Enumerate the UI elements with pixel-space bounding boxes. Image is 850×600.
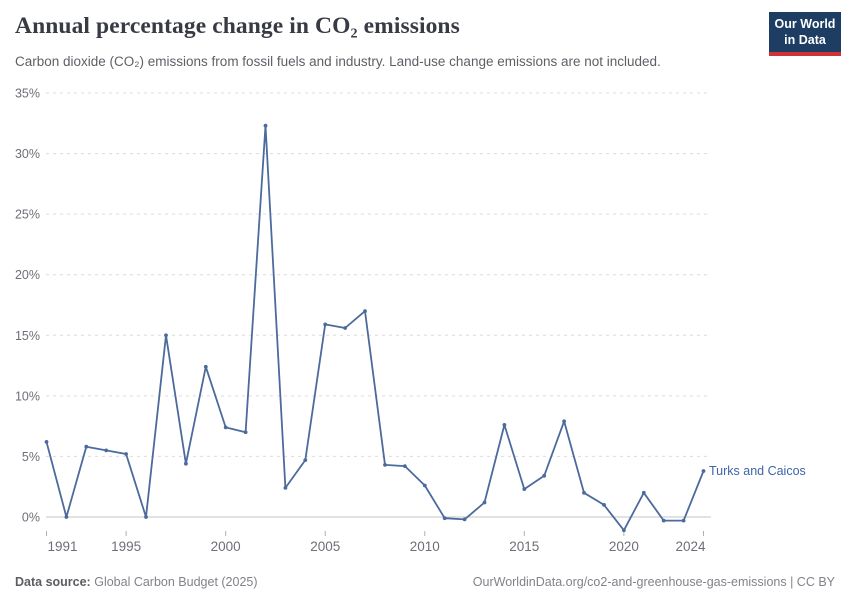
data-point[interactable] — [223, 425, 228, 430]
chart-subtitle: Carbon dioxide (CO₂) emissions from foss… — [15, 54, 661, 69]
data-point[interactable] — [184, 461, 188, 466]
page-title: Annual percentage change in CO₂ emission… — [15, 13, 460, 39]
data-source-label: Data source: — [15, 575, 91, 589]
y-tick-label: 35% — [15, 87, 40, 101]
attribution-link[interactable]: OurWorldinData.org/co2-and-greenhouse-ga… — [472, 575, 835, 589]
data-point[interactable] — [124, 452, 128, 456]
y-tick-label: 30% — [15, 147, 40, 161]
data-point[interactable] — [622, 528, 626, 533]
x-tick-label: 2005 — [310, 539, 340, 554]
data-point[interactable] — [462, 517, 467, 522]
data-point[interactable] — [104, 448, 109, 453]
data-point[interactable] — [164, 333, 168, 338]
data-point[interactable] — [542, 473, 547, 478]
data-point[interactable] — [562, 419, 566, 424]
data-point[interactable] — [641, 490, 646, 495]
owid-logo[interactable]: Our World in Data — [769, 12, 841, 57]
data-point[interactable] — [383, 463, 387, 467]
x-tick-label: 1991 — [48, 539, 78, 554]
y-tick-label: 25% — [15, 208, 40, 222]
data-point[interactable] — [64, 515, 69, 519]
y-tick-label: 5% — [22, 450, 40, 464]
data-point[interactable] — [701, 469, 706, 473]
data-point[interactable] — [323, 322, 328, 327]
data-source-value: Global Carbon Budget (2025) — [94, 575, 258, 589]
data-point[interactable] — [263, 123, 268, 128]
data-point[interactable] — [283, 486, 288, 490]
data-point[interactable] — [343, 326, 347, 330]
series-label[interactable]: Turks and Caicos — [709, 464, 806, 478]
data-point[interactable] — [582, 490, 586, 495]
data-point[interactable] — [144, 515, 148, 519]
data-point[interactable] — [502, 423, 507, 427]
x-tick-label: 2024 — [675, 539, 706, 554]
chart-footer: Data source: Global Carbon Budget (2025)… — [15, 575, 835, 589]
y-tick-label: 0% — [22, 511, 40, 525]
data-point[interactable] — [522, 487, 527, 491]
y-tick-label: 20% — [15, 268, 40, 282]
y-tick-label: 10% — [15, 389, 40, 403]
data-point[interactable] — [203, 364, 208, 369]
x-tick-label: 2010 — [410, 539, 440, 554]
x-tick-label: 2015 — [509, 539, 539, 554]
data-point[interactable] — [44, 440, 49, 444]
data-point[interactable] — [442, 516, 447, 521]
owid-logo-line1: Our World — [774, 17, 836, 31]
data-point[interactable] — [681, 518, 686, 523]
x-tick-label: 2000 — [211, 539, 241, 554]
data-point[interactable] — [243, 430, 248, 435]
data-point[interactable] — [422, 483, 427, 488]
data-point[interactable] — [403, 464, 407, 468]
data-source-line: Data source: Global Carbon Budget (2025) — [15, 575, 258, 589]
data-point[interactable] — [303, 458, 308, 462]
data-point[interactable] — [661, 518, 666, 523]
series-line[interactable] — [45, 124, 705, 532]
x-tick-label: 2020 — [609, 539, 639, 554]
data-point[interactable] — [602, 503, 606, 507]
data-point[interactable] — [84, 444, 89, 449]
data-point[interactable] — [482, 500, 487, 505]
y-tick-label: 15% — [15, 329, 40, 343]
owid-logo-line2: in Data — [784, 32, 826, 47]
data-point[interactable] — [363, 309, 367, 313]
x-tick-label: 1995 — [111, 539, 141, 554]
